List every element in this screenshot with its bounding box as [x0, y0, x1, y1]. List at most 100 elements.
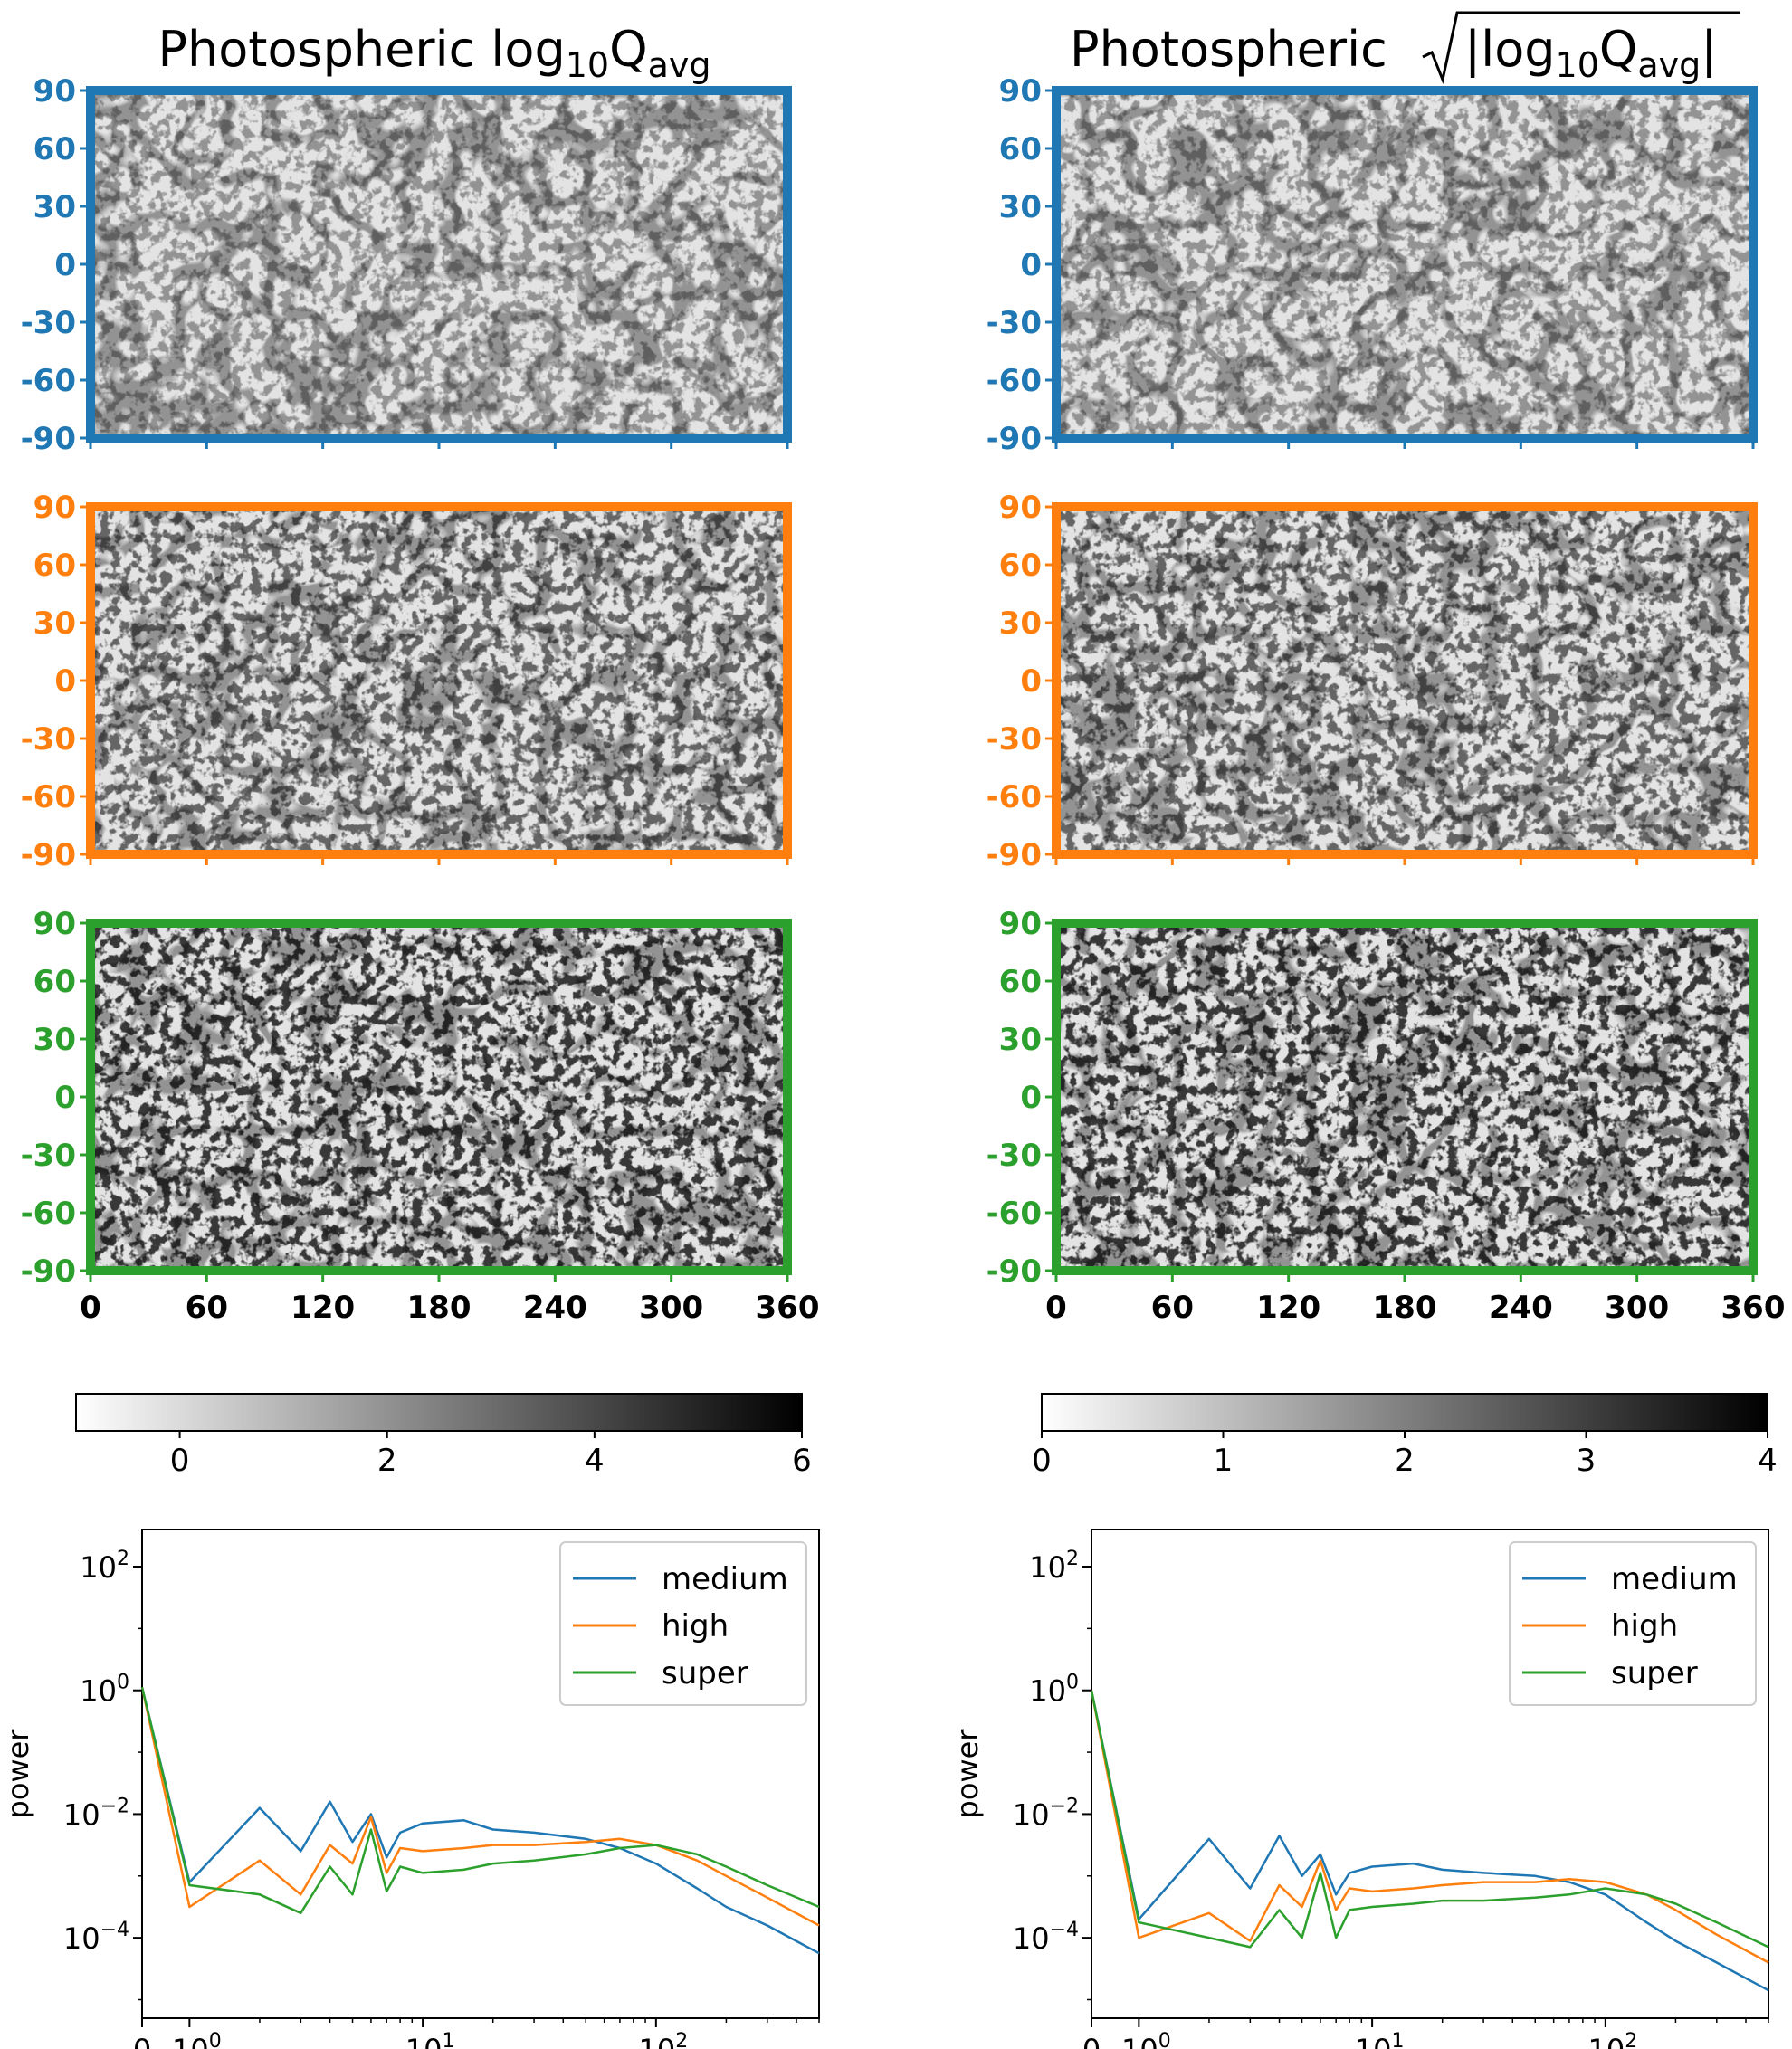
legend-box [559, 1541, 807, 1706]
y-tick-label: 102 [80, 1548, 129, 1585]
lat-tick-label: -90 [21, 837, 76, 873]
map-right-medium: 90 60 30 0 -30 -60 -90 [987, 73, 1758, 457]
lon-tick-label: 120 [291, 1290, 355, 1326]
colorbar-tick-label: 4 [1758, 1443, 1778, 1479]
lat-tick-label: -30 [21, 1138, 76, 1174]
lat-tick-label: -90 [21, 421, 76, 457]
map-right-high: 90 60 30 0 -30 -60 -90 [987, 490, 1758, 873]
lon-tick-label: 0 [1045, 1290, 1067, 1326]
lat-tick-label: -30 [987, 721, 1042, 758]
lat-tick-label: 60 [33, 131, 76, 167]
left-title: Photospheric log10Qavg [157, 21, 710, 85]
x-tick-label: 0 [133, 2033, 151, 2049]
series-line-high [140, 1687, 820, 1927]
colorbar-right: 0 1 2 3 4 [1032, 1393, 1778, 1479]
y-tick-label: 10−2 [63, 1795, 129, 1832]
x-tick-label: 101 [1355, 2030, 1405, 2049]
y-tick-label: 100 [1029, 1672, 1079, 1709]
colorbar-tick-label: 6 [792, 1443, 812, 1479]
lat-tick-label: -60 [21, 363, 76, 399]
y-tick-label: 100 [80, 1672, 129, 1709]
map-structure [1056, 91, 1753, 438]
x-tick-label: 0 [1082, 2033, 1101, 2049]
power-plot-right: 10210010−210−40100101102ℓpowermediumhigh… [950, 1529, 1769, 2049]
legend-label-super: super [1611, 1655, 1698, 1692]
colorbar-tick-label: 1 [1214, 1443, 1234, 1479]
colorbar-gradient [75, 1393, 803, 1432]
lon-tick-label: 180 [1373, 1290, 1437, 1326]
lon-tick-label: 360 [756, 1290, 820, 1326]
colorbar-tick-label: 2 [377, 1443, 397, 1479]
lat-tick-label: 30 [999, 605, 1042, 642]
map-structure [1056, 507, 1753, 854]
y-axis-label: power [1, 1729, 35, 1819]
lat-tick-label: 0 [54, 1080, 76, 1116]
lat-tick-label: -30 [21, 305, 76, 341]
lon-tick-label: 240 [1489, 1290, 1553, 1326]
lon-tick-label: 300 [1605, 1290, 1669, 1326]
lat-tick-label: 60 [999, 964, 1042, 1000]
lat-tick-label: -90 [21, 1253, 76, 1290]
colorbar-tick-label: 3 [1577, 1443, 1597, 1479]
lon-tick-label: 60 [186, 1290, 228, 1326]
lat-tick-label: -60 [987, 363, 1042, 399]
lat-tick-label: -30 [21, 721, 76, 758]
lat-tick-label: -60 [21, 779, 76, 815]
lat-tick-label: 30 [999, 1022, 1042, 1058]
power-plot-left: 10210010−210−40100101102ℓpowermediumhigh… [1, 1529, 820, 2049]
lat-tick-label: 0 [54, 663, 76, 700]
lat-tick-label: 90 [999, 490, 1042, 526]
map-structure [1056, 923, 1753, 1271]
lat-tick-label: 90 [33, 73, 76, 110]
legend-label-medium: medium [1611, 1561, 1738, 1597]
lat-tick-label: -60 [987, 1196, 1042, 1232]
lat-tick-label: -60 [987, 779, 1042, 815]
series-line-super [1090, 1690, 1769, 1949]
colorbar-tick-label: 2 [1395, 1443, 1415, 1479]
lat-tick-label: 0 [54, 247, 76, 283]
y-tick-label: 10−4 [1013, 1919, 1079, 1956]
map-structure [91, 507, 787, 854]
lat-tick-label: -30 [987, 305, 1042, 341]
sqrt-sign [1422, 11, 1740, 85]
legend-box [1509, 1541, 1757, 1706]
legend: medium high super [559, 1541, 807, 1706]
lat-tick-label: 30 [33, 189, 76, 225]
legend: medium high super [1509, 1541, 1757, 1706]
lat-tick-label: 60 [33, 964, 76, 1000]
y-tick-label: 10−2 [1013, 1795, 1079, 1832]
lat-tick-label: 30 [33, 1022, 76, 1058]
legend-label-high: high [1611, 1608, 1678, 1644]
lat-tick-label: 90 [33, 490, 76, 526]
lon-tick-label: 300 [639, 1290, 703, 1326]
lat-tick-label: -90 [987, 1253, 1042, 1290]
power-spectra: 10210010−210−40100101102ℓpowermediumhigh… [1, 1529, 1769, 2049]
colorbar-tick-label: 0 [1032, 1443, 1052, 1479]
legend-label-high: high [662, 1608, 729, 1644]
lat-tick-label: 0 [1020, 247, 1042, 283]
lat-tick-label: 0 [1020, 663, 1042, 700]
map-structure [91, 91, 787, 438]
svg-text:|log10Qavg|: |log10Qavg| [1464, 21, 1718, 85]
x-tick-label: 100 [1121, 2030, 1171, 2049]
y-tick-label: 102 [1029, 1548, 1079, 1585]
lat-tick-label: 0 [1020, 1080, 1042, 1116]
lat-tick-label: 60 [33, 548, 76, 584]
series-line-medium [1090, 1690, 1769, 1992]
lat-tick-label: -30 [987, 1138, 1042, 1174]
colorbar-gradient [1041, 1393, 1768, 1432]
lat-tick-label: -90 [987, 837, 1042, 873]
lat-tick-label: 60 [999, 548, 1042, 584]
lat-tick-label: -60 [21, 1196, 76, 1232]
map-left-high: 90 60 30 0 -30 -60 -90 [21, 490, 792, 873]
y-axis-label: power [950, 1729, 985, 1819]
svg-text:Photospheric: Photospheric [1070, 21, 1387, 78]
lon-tick-label: 240 [523, 1290, 587, 1326]
series-line-super [140, 1687, 820, 1915]
lon-tick-label: 0 [80, 1290, 101, 1326]
series-line-medium [140, 1687, 820, 1955]
colorbar-tick-label: 0 [170, 1443, 190, 1479]
